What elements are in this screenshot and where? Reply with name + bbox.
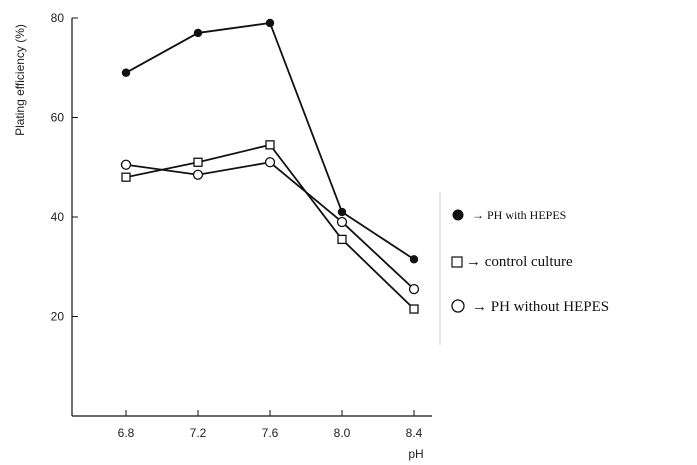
y-tick-label: 40 xyxy=(51,210,65,224)
ticks: 20 40 60 80 6.8 7.2 7.6 8.0 8.4 xyxy=(51,11,423,440)
x-tick-label: 7.6 xyxy=(262,426,279,440)
y-tick-label: 80 xyxy=(51,11,65,25)
legend: → PH with HEPES → control culture → PH w… xyxy=(439,192,609,345)
data-point-with xyxy=(193,28,203,38)
legend-marker-without-hepes xyxy=(451,299,465,313)
data-point-with xyxy=(265,18,275,28)
data-point-control xyxy=(121,172,131,182)
x-tick-label: 6.8 xyxy=(118,426,135,440)
axes xyxy=(71,18,432,417)
x-axis-label: pH xyxy=(408,447,423,461)
x-tick-label: 7.2 xyxy=(190,426,207,440)
y-tick-label: 20 xyxy=(51,310,65,324)
x-tick-label: 8.4 xyxy=(406,426,423,440)
data-point-without xyxy=(120,159,132,170)
legend-label-control: → control culture xyxy=(466,254,573,270)
y-axis-label: Plating efficiency (%) xyxy=(13,24,27,136)
data-point-without xyxy=(408,283,420,295)
y-tick-label: 60 xyxy=(51,111,65,125)
data-point-without xyxy=(192,169,204,180)
legend-marker-with-hepes xyxy=(452,209,464,221)
data-point-with xyxy=(409,255,419,264)
data-point-control xyxy=(193,157,203,167)
data-point-with xyxy=(121,68,131,77)
legend-marker-control xyxy=(451,256,463,268)
data-point-without xyxy=(336,216,348,228)
data-point-control xyxy=(337,234,347,245)
legend-label-with-hepes: → PH with HEPES xyxy=(472,208,566,222)
data-point-without xyxy=(264,157,276,168)
series-line-control xyxy=(125,143,415,310)
series-with xyxy=(121,18,419,264)
series-without xyxy=(120,157,420,295)
series-group xyxy=(120,18,420,314)
x-tick-label: 8.0 xyxy=(334,426,351,440)
legend-label-without-hepes: → PH without HEPES xyxy=(472,299,609,315)
series-line-without xyxy=(125,161,415,290)
series-control xyxy=(121,140,419,314)
data-point-control xyxy=(409,304,419,314)
data-point-with xyxy=(337,207,347,217)
data-point-control xyxy=(265,140,275,150)
